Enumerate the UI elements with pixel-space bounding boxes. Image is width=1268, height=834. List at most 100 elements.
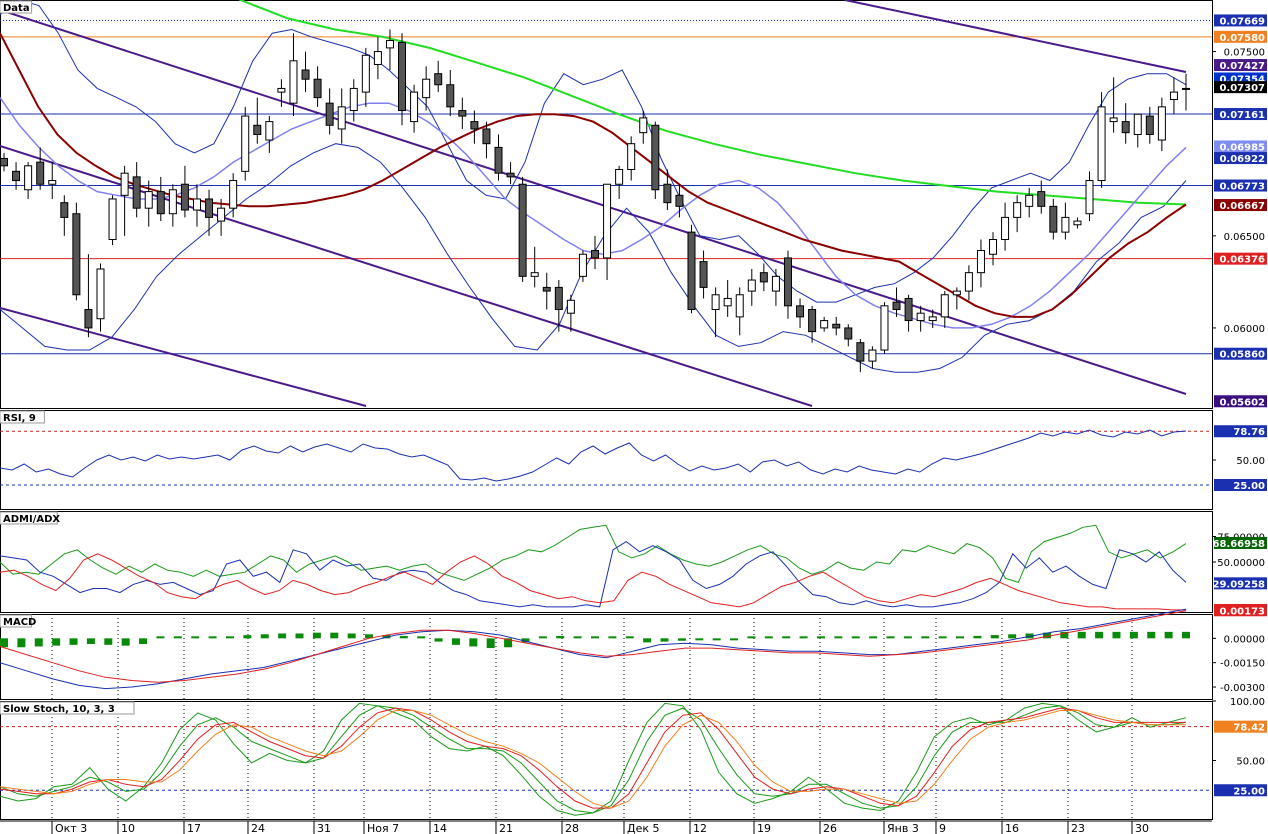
rsi-level-marker: 25.00: [1233, 481, 1265, 492]
adx-line-0: [0, 524, 1187, 584]
candle-body: [711, 294, 720, 311]
candle-body: [458, 110, 467, 117]
price-marker-7: 0.06922: [1219, 154, 1265, 165]
x-axis-tick-label-11: 19: [757, 822, 771, 834]
macd-histogram-bar: [173, 636, 182, 639]
candle-body: [313, 78, 322, 99]
price-axis-tick-label-0: 0.07500: [1224, 48, 1265, 59]
candle-body: [1121, 121, 1130, 134]
macd-histogram-bar: [104, 638, 113, 645]
candle-body: [856, 342, 865, 362]
stoch-panel-label-bg: [0, 701, 135, 715]
adx-axis-tick-label-1: 50.00000: [1217, 558, 1265, 569]
rsi-line: [0, 429, 1187, 482]
macd-histogram-bar: [156, 636, 165, 639]
stoch-axis-tick-label-1: 50.00: [1236, 757, 1265, 768]
price-marker-10: 0.06376: [1219, 255, 1265, 266]
candle-body: [494, 146, 503, 174]
stoch-panel-label: Slow Stoch, 10, 3, 3: [3, 704, 115, 715]
price-marker-11-box: [1214, 347, 1267, 360]
candle-body: [989, 239, 998, 255]
candle-body: [301, 69, 310, 80]
candle-body: [578, 253, 587, 277]
x-axis-tick-label-16: 23: [1071, 822, 1085, 834]
candle-body: [1025, 194, 1034, 207]
candle-body: [192, 198, 201, 211]
candle-body: [687, 231, 696, 311]
macd-histogram-bar: [1112, 631, 1121, 639]
price-marker-9: 0.06667: [1219, 201, 1265, 212]
macd-histogram-bar: [347, 633, 356, 639]
candle-body: [651, 124, 660, 191]
adx-line-1: [0, 540, 1187, 608]
macd-axis-tick-label-2: -0.00300: [1220, 683, 1265, 694]
candle-body: [325, 102, 334, 126]
candle-body: [60, 202, 69, 218]
candle-body: [446, 84, 455, 108]
macd-histogram-bar: [382, 635, 391, 639]
candle-body: [84, 309, 93, 329]
candle-body: [542, 286, 551, 292]
trend-channel-top: [844, 0, 1187, 73]
macd-histogram-bar: [451, 638, 460, 645]
macd-histogram-bar: [1164, 631, 1173, 639]
candle-body: [1109, 117, 1118, 123]
macd-histogram-bar: [17, 638, 26, 648]
x-axis-tick-label-13: Янв 3: [887, 822, 919, 834]
macd-histogram-bar: [469, 638, 478, 647]
stoch-level-marker: 25.00: [1233, 786, 1265, 797]
candle-body: [820, 320, 829, 329]
price-marker-8: 0.06773: [1219, 182, 1265, 193]
candle-body: [615, 168, 624, 185]
moving-average-green: [238, 0, 1187, 206]
macd-line-1: [0, 610, 1187, 683]
candle-body: [663, 183, 672, 204]
macd-histogram-bar: [521, 638, 530, 643]
candle-body: [96, 268, 105, 320]
candle-body: [1013, 202, 1022, 218]
macd-histogram-bar: [782, 636, 791, 639]
adx-panel-label: ADMI/ADX: [3, 514, 60, 525]
macd-histogram-bar: [399, 635, 408, 639]
macd-histogram-bar: [1060, 631, 1069, 639]
macd-histogram-bar: [330, 632, 339, 639]
candle-body: [591, 250, 599, 259]
candle-body: [892, 301, 901, 311]
macd-histogram-bar: [921, 636, 930, 639]
macd-histogram-bar: [660, 638, 669, 642]
candle-body: [349, 87, 358, 112]
price-panel-label: Data: [3, 3, 30, 14]
macd-histogram-bar: [312, 632, 321, 639]
candle-body: [410, 91, 419, 123]
macd-histogram-bar: [1042, 632, 1051, 639]
macd-axis-tick-label-0: 0.00000: [1224, 634, 1265, 645]
x-axis-tick-label-15: 16: [1005, 822, 1019, 834]
macd-histogram-bar: [625, 636, 634, 639]
candle-body: [530, 272, 539, 277]
macd-histogram-bar: [0, 638, 8, 648]
macd-histogram-bar: [1129, 631, 1138, 639]
macd-histogram-bar: [886, 636, 895, 639]
candle-body: [180, 183, 189, 211]
candle-body: [723, 297, 732, 307]
candle-body: [699, 261, 708, 288]
candle-body: [132, 176, 141, 209]
candle-body: [1157, 106, 1166, 141]
macd-histogram-bar: [86, 638, 95, 645]
price-marker-5: 0.07161: [1219, 110, 1265, 121]
candle-body: [337, 106, 346, 130]
price-marker-2: 0.07427: [1219, 61, 1265, 72]
macd-histogram-bar: [956, 636, 965, 639]
candle-body: [1145, 115, 1154, 135]
price-marker-11: 0.05860: [1219, 350, 1265, 361]
candle-body: [373, 51, 382, 65]
candle-body: [1182, 87, 1190, 90]
candle-body: [156, 191, 165, 215]
candle-body: [12, 170, 21, 182]
candle-body: [940, 294, 949, 318]
trend-channel-lower: [0, 307, 367, 407]
macd-histogram-bar: [712, 638, 721, 641]
price-marker-4-box: [1214, 81, 1267, 94]
candle-body: [808, 309, 817, 333]
candle-body: [603, 183, 612, 259]
